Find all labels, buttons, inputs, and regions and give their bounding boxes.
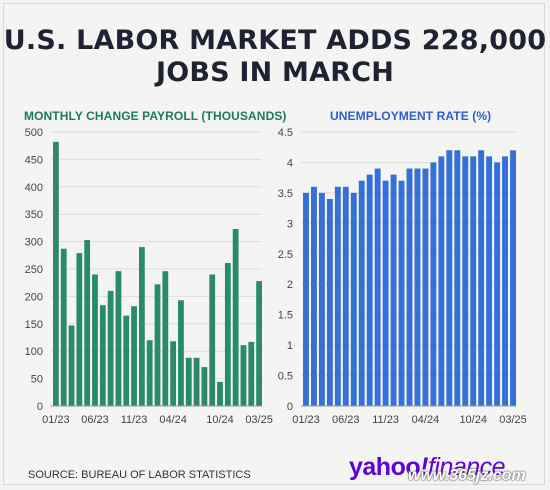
unemployment-ytick-label: 3.5 — [278, 188, 293, 200]
payroll-bar — [232, 228, 239, 406]
payroll-xtick-label: 10/24 — [206, 414, 234, 426]
unemployment-bar — [366, 174, 373, 406]
unemployment-bar — [446, 150, 453, 406]
payroll-ytick-label: 100 — [25, 346, 43, 358]
unemployment-bar — [398, 180, 405, 406]
payroll-bar — [68, 325, 75, 406]
unemployment-bar — [310, 186, 317, 406]
unemployment-ytick-label: 1 — [287, 340, 293, 352]
payroll-bar — [217, 381, 223, 406]
unemployment-xtick-label: 03/25 — [499, 414, 527, 426]
unemployment-bar — [326, 198, 333, 406]
unemployment-bar — [406, 168, 413, 406]
unemployment-ytick-label: 2.5 — [278, 249, 293, 261]
payroll-bar — [162, 271, 169, 406]
payroll-bar — [154, 284, 161, 406]
payroll-bar — [84, 239, 91, 406]
payroll-bar — [170, 341, 177, 406]
unemployment-ytick-label: 4.5 — [278, 127, 293, 139]
payroll-ytick-label: 0 — [37, 401, 43, 413]
logo-yahoo-text: yahoo — [349, 453, 421, 481]
unemployment-bar — [358, 180, 365, 406]
payroll-bar — [224, 262, 231, 406]
payroll-bar — [256, 281, 262, 406]
unemployment-bar — [382, 180, 389, 406]
unemployment-ytick-label: 3 — [287, 218, 293, 230]
unemployment-ytick-label: 0 — [287, 401, 293, 413]
unemployment-xtick-label: 06/23 — [332, 414, 360, 426]
unemployment-xtick-label: 04/24 — [412, 414, 440, 426]
payroll-ytick-label: 500 — [25, 127, 43, 139]
unemployment-bar — [318, 192, 325, 406]
unemployment-chart-title: UNEMPLOYMENT RATE (%) — [330, 109, 492, 123]
payroll-xtick-label: 04/24 — [159, 414, 187, 426]
payroll-bar — [123, 315, 130, 406]
unemployment-ytick-label: 4 — [287, 157, 293, 169]
payroll-bar — [131, 306, 137, 406]
unemployment-ytick-label: 0.5 — [278, 371, 293, 383]
yahoo-finance-logo: yahoo!finance — [349, 453, 506, 482]
unemployment-bar — [454, 150, 461, 406]
payroll-xtick-label: 06/23 — [81, 414, 109, 426]
payroll-bar — [201, 367, 208, 406]
unemployment-bar — [494, 162, 501, 406]
payroll-ytick-label: 200 — [25, 291, 43, 303]
payroll-ytick-label: 150 — [25, 319, 43, 331]
payroll-bar — [115, 271, 122, 406]
unemployment-ytick-label: 1.5 — [278, 310, 293, 322]
payroll-bar — [53, 141, 59, 406]
unemployment-xtick-label: 10/24 — [459, 414, 487, 426]
payroll-ytick-label: 300 — [25, 237, 43, 249]
payroll-xtick-label: 03/25 — [245, 414, 273, 426]
logo-finance-text: finance — [427, 453, 506, 481]
payroll-bar — [138, 247, 145, 406]
unemployment-bar — [350, 192, 357, 406]
payroll-ytick-label: 350 — [25, 209, 43, 221]
payroll-xtick-label: 01/23 — [42, 414, 70, 426]
unemployment-bar — [486, 156, 493, 406]
payroll-bar — [248, 341, 255, 406]
payroll-ytick-label: 400 — [25, 182, 43, 194]
payroll-bar — [209, 274, 216, 406]
payroll-bar — [240, 345, 247, 406]
payroll-chart-title: MONTHLY CHANGE PAYROLL (THOUSANDS) — [24, 109, 287, 123]
unemployment-bar — [342, 186, 349, 406]
unemployment-bar — [414, 168, 421, 406]
watermark: www.365jz.com — [408, 467, 526, 484]
payroll-ytick-label: 50 — [31, 374, 43, 386]
unemployment-bar — [478, 150, 485, 406]
unemployment-bar — [470, 156, 477, 406]
payroll-bar — [60, 248, 67, 406]
unemployment-bar — [374, 168, 381, 406]
unemployment-bar — [422, 168, 429, 406]
unemployment-bar — [510, 150, 516, 406]
unemployment-bar — [430, 162, 437, 406]
unemployment-xtick-label: 11/23 — [372, 414, 399, 426]
logo-slash: ! — [420, 453, 428, 481]
payroll-bar — [178, 300, 184, 406]
payroll-bar — [185, 357, 192, 406]
unemployment-bar — [462, 156, 469, 406]
unemployment-ytick-label: 2 — [287, 279, 293, 291]
payroll-bar — [107, 290, 114, 406]
payroll-xtick-label: 11/23 — [121, 414, 148, 426]
payroll-bar — [99, 305, 106, 406]
unemployment-bar — [334, 186, 341, 406]
payroll-ytick-label: 250 — [25, 264, 43, 276]
unemployment-bar — [303, 192, 309, 406]
unemployment-bar — [390, 174, 397, 406]
headline-line-2: JOBS IN MARCH — [155, 57, 395, 88]
payroll-ytick-label: 450 — [25, 154, 43, 166]
unemployment-bar — [502, 156, 509, 406]
payroll-bar — [76, 253, 83, 406]
source-note: SOURCE: BUREAU OF LABOR STATISTICS — [28, 469, 251, 481]
headline-line-1: U.S. LABOR MARKET ADDS 228,000 — [3, 25, 547, 56]
payroll-bar — [92, 274, 98, 406]
payroll-bar — [193, 357, 200, 406]
unemployment-bar — [438, 156, 445, 406]
payroll-bar — [146, 340, 153, 406]
unemployment-xtick-label: 01/23 — [292, 414, 320, 426]
